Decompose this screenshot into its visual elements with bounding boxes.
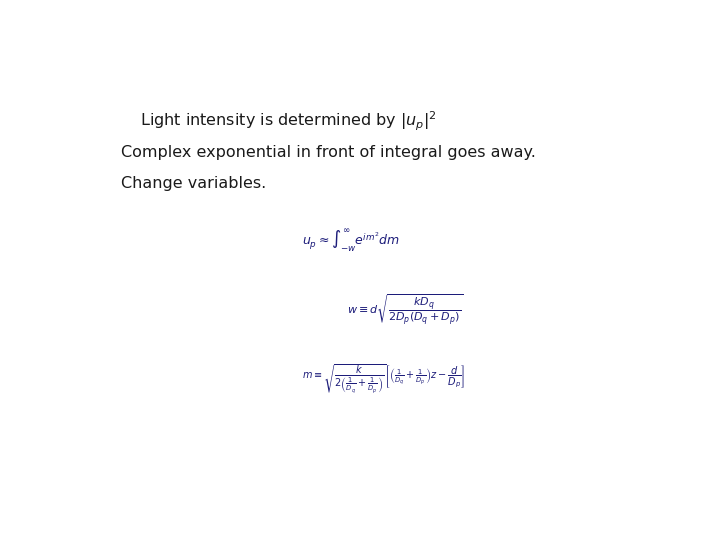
Text: Complex exponential in front of integral goes away.: Complex exponential in front of integral… [121, 145, 536, 160]
Text: $w \equiv d\sqrt{\dfrac{k D_q}{2 D_p (D_q + D_p)}}$: $w \equiv d\sqrt{\dfrac{k D_q}{2 D_p (D_… [347, 293, 464, 327]
Text: $u_p \approx \int_{-w}^{\infty} e^{im^2} dm$: $u_p \approx \int_{-w}^{\infty} e^{im^2}… [302, 228, 400, 255]
Text: Light intensity is determined by $|u_p|^2$: Light intensity is determined by $|u_p|^… [135, 109, 436, 133]
Text: $m \equiv \sqrt{\dfrac{k}{2\left(\frac{1}{D_q}+\frac{1}{D_p}\right)}} \left[\lef: $m \equiv \sqrt{\dfrac{k}{2\left(\frac{1… [302, 362, 465, 395]
Text: Change variables.: Change variables. [121, 176, 266, 191]
